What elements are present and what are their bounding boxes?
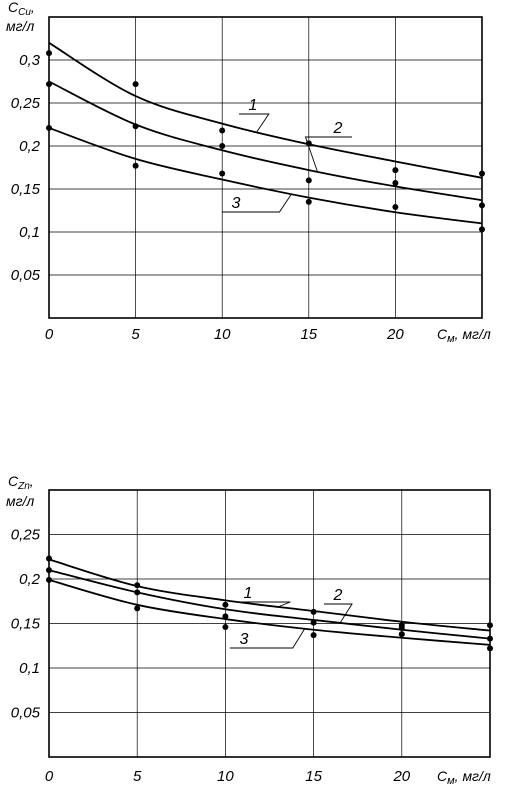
y-axis-label: CZn, [8,473,34,492]
x-tick-label: 15 [300,326,317,343]
data-point [487,635,493,642]
data-point [222,624,229,631]
curve-label: 1 [249,97,258,114]
series-1: 1 [46,555,493,632]
curve-label: 2 [333,587,343,604]
data-point [46,567,52,574]
y-tick-label: 0,25 [11,95,41,112]
y-axis-label-tail: , [31,0,35,15]
y-tick-label: 0,15 [11,616,41,633]
series-line-1 [48,42,483,179]
series-line-1 [48,558,491,632]
data-point [46,81,52,88]
x-tick-label: 10 [217,768,234,785]
data-point [46,576,52,583]
data-point [134,582,141,589]
curve-label-leader [304,136,324,172]
data-point [222,601,229,608]
data-point [46,50,52,57]
series-line-2 [48,569,491,640]
x-tick-label: 0 [45,326,54,343]
y-axis-label-tail: , [30,473,34,489]
data-point [219,143,226,149]
data-point [134,589,141,596]
data-point [487,622,493,629]
y-tick-label: 0,25 [11,527,41,544]
x-tick-label: 20 [392,768,410,785]
y-axis-label: CCu, [8,0,35,18]
curve-label: 1 [244,585,253,602]
data-point [46,124,52,131]
x-axis-label-sub: м [447,775,455,787]
series-3: 3 [46,576,493,652]
data-point [46,555,52,562]
data-point [310,619,317,626]
x-tick-label: 5 [133,768,142,785]
y-tick-label: 0,2 [19,138,41,155]
y-tick-label: 0,05 [11,267,41,284]
y-tick-label: 0,15 [11,181,41,198]
data-point [134,605,141,612]
y-tick-label: 0,1 [19,224,40,241]
data-point [392,179,399,186]
data-point [305,177,312,184]
data-point [132,123,139,130]
data-point [310,608,317,615]
x-tick-label: 15 [305,768,322,785]
x-tick-label: 5 [131,326,140,343]
y-axis-units: мг/л [6,493,34,509]
data-point [392,167,399,174]
data-point [398,624,405,631]
data-point [398,631,405,638]
data-point [479,202,485,209]
data-point [479,226,485,233]
y-tick-label: 0,2 [19,571,41,588]
y-tick-label: 0,05 [11,705,41,722]
data-point [392,204,399,211]
y-axis-label-sub: Zn [17,481,30,492]
data-point [132,81,139,88]
y-axis-units: мг/л [6,18,34,34]
x-axis-label-units: , мг/л [455,768,491,784]
series-1: 1 [46,42,485,179]
data-point [479,170,485,177]
x-axis-label: Cм, мг/л [437,326,491,345]
x-axis-label-sub: м [447,333,455,345]
x-axis-label: Cм, мг/л [437,768,491,787]
series-line-2 [48,80,483,202]
y-axis-label-main: C [8,0,19,15]
x-axis-label-main: C [437,326,448,342]
chart-panel-1: 0,050,10,150,20,250,30 5 10 15 20CCu,мг/лCм,… [6,0,491,345]
x-axis-label-units: , мг/л [455,326,491,342]
x-tick-label: 20 [386,326,404,343]
curve-label: 3 [240,631,249,648]
y-axis-label-sub: Cu [18,7,31,18]
series-3: 3 [46,124,485,233]
series-2: 2 [46,567,493,642]
data-point [310,632,317,639]
series-line-3 [48,127,483,225]
data-point [487,645,493,652]
y-tick-label: 0,1 [19,660,40,677]
curve-label: 2 [333,120,343,137]
series-2: 2 [46,80,485,209]
x-tick-label: 10 [214,326,231,343]
x-axis-label-main: C [437,768,448,784]
curve-label: 3 [232,195,241,212]
series-line-3 [48,579,491,646]
data-point [305,198,312,205]
x-tick-label: 0 [45,768,54,785]
y-axis-label-main: C [8,473,19,489]
plot-frame [48,16,483,319]
y-tick-label: 0,3 [19,52,41,69]
data-point [222,613,229,620]
data-point [219,127,226,134]
data-point [132,162,139,169]
data-point [219,170,226,177]
